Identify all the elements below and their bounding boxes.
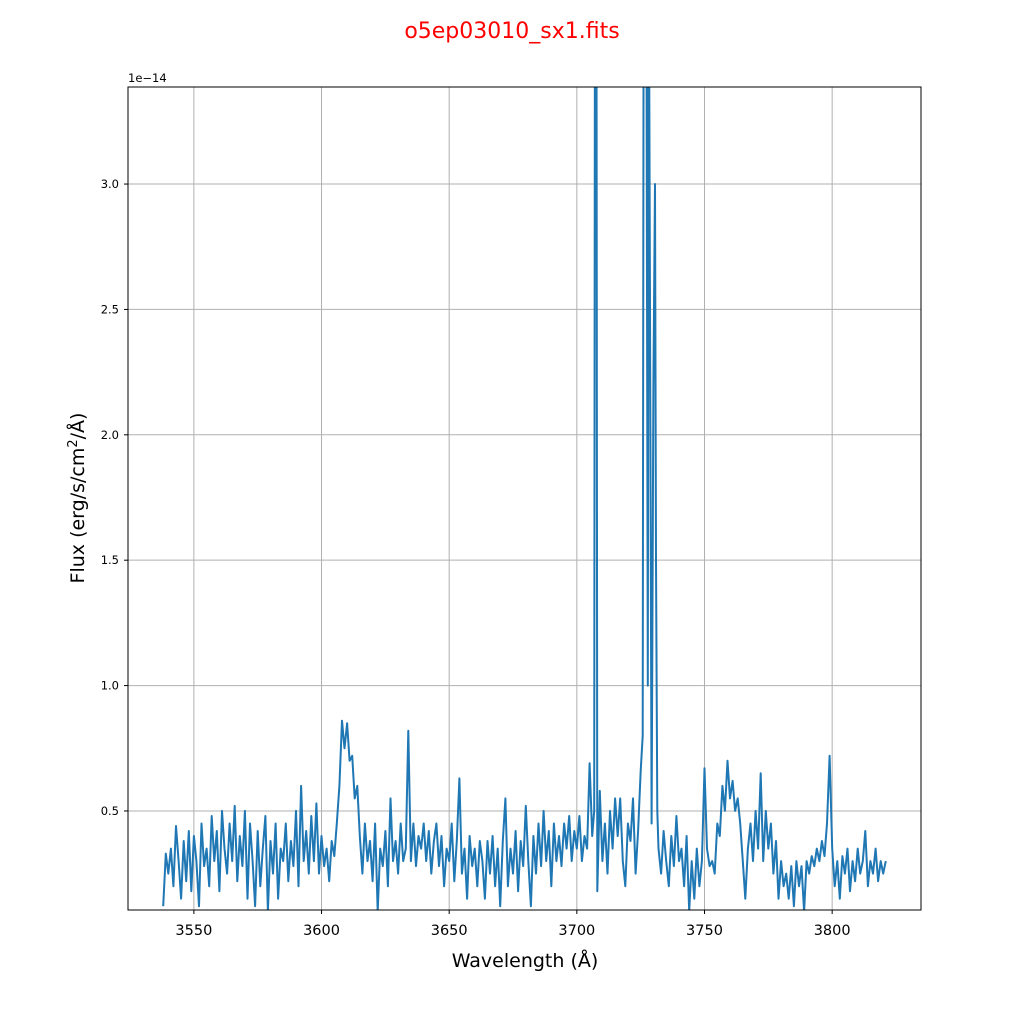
y-tick-label: 1.5 bbox=[101, 553, 119, 567]
x-tick-label: 3700 bbox=[558, 923, 595, 939]
y-tick-label: 0.5 bbox=[101, 804, 119, 818]
y-axis-label: Flux (erg/s/cm2/Å) bbox=[66, 413, 89, 584]
y-tick-label: 1.0 bbox=[101, 679, 119, 693]
chart-title: o5ep03010_sx1.fits bbox=[404, 19, 619, 44]
y-tick-label: 2.0 bbox=[101, 428, 119, 442]
x-tick-label: 3800 bbox=[814, 923, 851, 939]
x-axis-label: Wavelength (Å) bbox=[452, 949, 599, 972]
x-tick-label: 3650 bbox=[431, 923, 468, 939]
x-axis-ticks: 3550 3600 3650 3700 3750 3800 bbox=[175, 910, 851, 939]
x-tick-label: 3600 bbox=[303, 923, 340, 939]
x-tick-label: 3550 bbox=[175, 923, 212, 939]
plot-frame bbox=[127, 86, 922, 911]
grid-lines bbox=[128, 87, 921, 910]
y-tick-label: 2.5 bbox=[101, 302, 119, 316]
y-offset-label: 1e−14 bbox=[128, 71, 167, 85]
y-tick-label: 3.0 bbox=[101, 177, 119, 191]
x-tick-label: 3750 bbox=[686, 923, 723, 939]
flux-series-line bbox=[162, 87, 887, 910]
y-axis-ticks: 0.5 1.0 1.5 2.0 2.5 3.0 bbox=[101, 177, 128, 818]
